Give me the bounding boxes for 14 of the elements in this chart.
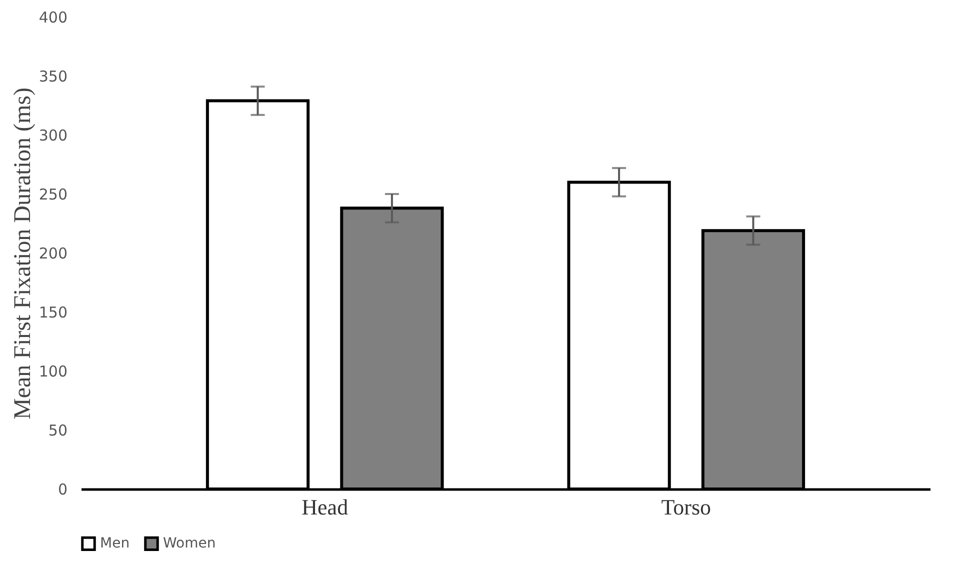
x-tick-label: Head (302, 494, 348, 520)
y-axis-title: Mean First Fixation Duration (ms) (10, 88, 36, 420)
y-tick-label: 0 (58, 480, 68, 498)
y-tick-label: 250 (38, 186, 68, 204)
y-tick-label: 300 (38, 126, 68, 144)
y-tick-label: 50 (48, 422, 68, 440)
legend-label: Men (100, 536, 130, 552)
legend-label: Women (163, 536, 216, 552)
y-tick-label: 400 (38, 8, 68, 26)
y-tick-label: 200 (38, 244, 68, 262)
x-tick-label: Torso (661, 494, 712, 520)
y-tick-label: 100 (38, 362, 68, 380)
y-tick-label: 350 (38, 68, 68, 86)
y-tick-label: 150 (38, 304, 68, 322)
